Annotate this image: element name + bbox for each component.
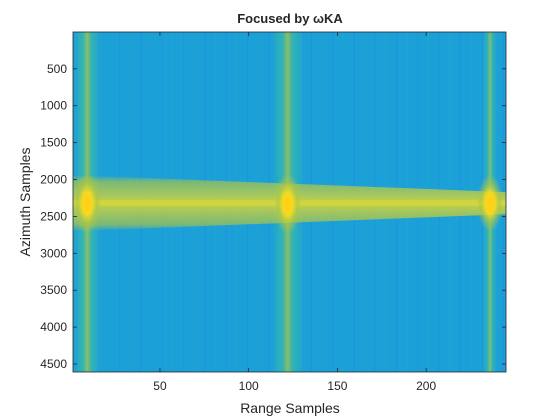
x-tick-label: 200	[416, 379, 436, 393]
y-tick-label: 500	[47, 62, 67, 76]
heatmap-features	[73, 32, 506, 372]
x-axis-label: Range Samples	[240, 400, 340, 416]
x-axis-ticks: 50 100 150 200	[153, 32, 436, 393]
x-tick-label: 50	[153, 379, 167, 393]
y-tick-label: 2000	[40, 173, 67, 187]
chart-title: Focused by ωKA	[237, 11, 343, 26]
y-tick-label: 1000	[40, 99, 67, 113]
plot-frame	[72, 31, 507, 373]
y-axis-ticks: 500 1000 1500 2000 2500 3000 3500 4000 4500	[40, 62, 506, 371]
y-axis-label: Azimuth Samples	[17, 148, 33, 257]
y-tick-label: 3000	[40, 246, 67, 260]
x-tick-label: 150	[327, 379, 347, 393]
y-tick-label: 4500	[40, 357, 67, 371]
y-tick-label: 4000	[40, 320, 67, 334]
y-tick-label: 1500	[40, 136, 67, 150]
heatmap-plot-area	[72, 31, 507, 373]
y-tick-label: 3500	[40, 283, 67, 297]
point-target-core	[282, 193, 293, 214]
y-tick-label: 2500	[40, 209, 67, 223]
x-tick-label: 100	[239, 379, 259, 393]
point-target-core	[485, 193, 496, 214]
point-target-core	[82, 193, 93, 214]
